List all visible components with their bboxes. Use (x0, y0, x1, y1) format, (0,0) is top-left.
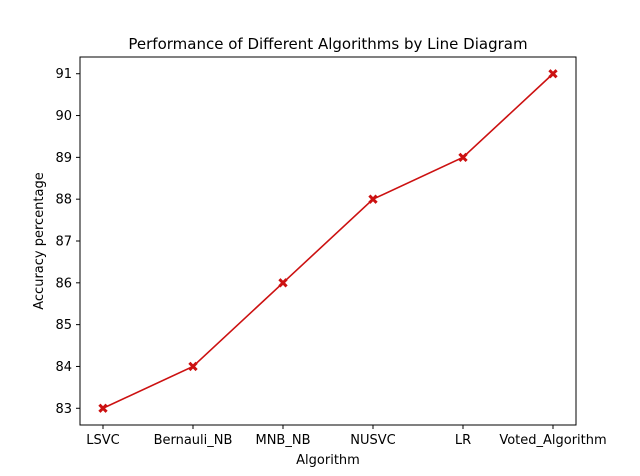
x-tick-label: LSVC (86, 433, 119, 448)
x-tick-label: Voted_Algorithm (499, 433, 606, 448)
x-tick-label: NUSVC (350, 433, 395, 448)
data-point-marker (548, 69, 558, 79)
data-point-marker (278, 278, 288, 288)
y-axis-label: Accuracy percentage (32, 172, 47, 310)
y-tick-label: 90 (55, 109, 72, 124)
x-axis-label: Algorithm (296, 453, 360, 468)
y-tick-label: 86 (55, 276, 72, 291)
series-line (102, 73, 554, 409)
y-tick-label: 85 (55, 318, 72, 333)
y-tick-label: 84 (55, 360, 72, 375)
data-point-marker (188, 361, 198, 372)
y-tick-label: 88 (55, 193, 72, 208)
y-tick-label: 89 (55, 151, 72, 166)
series-layer (98, 69, 558, 413)
y-tick-label: 91 (55, 67, 72, 82)
x-tick-label: MNB_NB (255, 433, 310, 448)
x-tick-label: LR (455, 433, 471, 448)
data-point-marker (98, 403, 108, 413)
y-tick-label: 83 (55, 402, 72, 417)
x-axis: LSVC Bernauli_NB MNB_NB NUSVC LR Voted_Algori… (86, 425, 607, 448)
x-tick-label: Bernauli_NB (154, 433, 233, 448)
chart-title: Performance of Different Algorithms by L… (128, 35, 527, 53)
data-point-marker (458, 152, 468, 163)
data-point-marker (368, 194, 378, 204)
y-axis: 83 84 85 86 87 88 89 90 91 (55, 67, 80, 417)
y-tick-label: 87 (55, 235, 72, 250)
